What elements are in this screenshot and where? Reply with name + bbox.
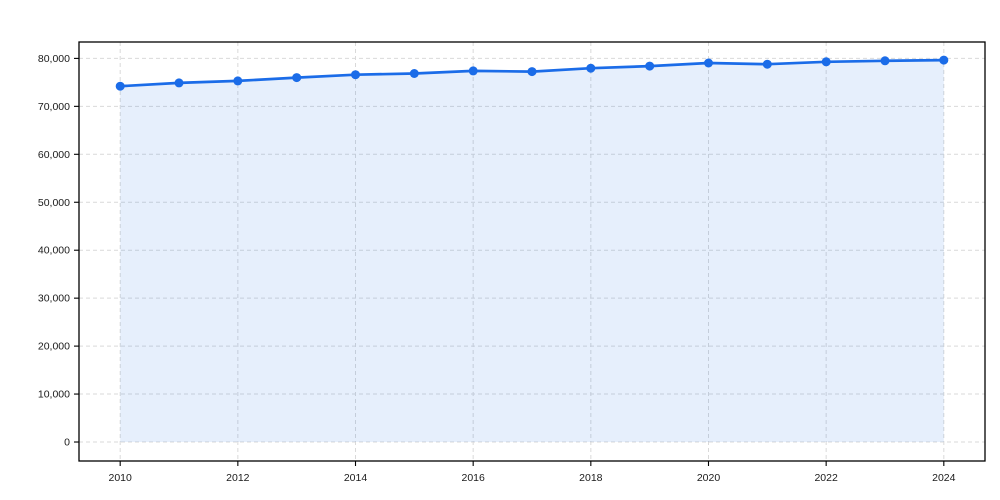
y-tick-label-50000: 50,000 xyxy=(38,197,70,209)
x-tick-label-2022: 2022 xyxy=(814,472,838,484)
y-tick-label-80000: 80,000 xyxy=(38,53,70,65)
data-point-2010 xyxy=(115,81,125,91)
gridlines xyxy=(79,42,985,461)
data-point-2012 xyxy=(233,76,243,86)
y-tick-label-70000: 70,000 xyxy=(38,101,70,113)
data-point-2020 xyxy=(704,58,713,68)
data-point-2017 xyxy=(527,67,537,77)
data-point-markers xyxy=(115,55,949,91)
data-point-2018 xyxy=(586,63,596,73)
y-tick-label-30000: 30,000 xyxy=(38,293,70,305)
x-tick-label-2024: 2024 xyxy=(932,472,956,484)
data-point-2015 xyxy=(409,69,419,78)
y-tick-label-60000: 60,000 xyxy=(38,149,70,161)
y-tick-label-20000: 20,000 xyxy=(38,341,70,353)
series-area-fill xyxy=(120,60,944,442)
data-point-2016 xyxy=(468,66,478,76)
y-axis-tick-labels: 0 10,000 20,000 30,000 40,000 50,000 60,000 70,… xyxy=(38,53,70,449)
x-tick-label-2010: 2010 xyxy=(109,472,133,484)
x-axis-tick-labels: 2010 2012 2014 2016 2018 2020 2022 2024 xyxy=(109,472,956,484)
y-tick-label-40000: 40,000 xyxy=(38,245,70,257)
plot-border xyxy=(78,41,986,462)
plot-background xyxy=(79,42,985,461)
data-point-2014 xyxy=(351,70,360,80)
data-point-2024 xyxy=(939,55,949,65)
data-point-2022 xyxy=(821,57,831,67)
y-tick-label-10000: 10,000 xyxy=(38,389,70,401)
x-tick-label-2018: 2018 xyxy=(579,472,603,484)
x-tick-label-2014: 2014 xyxy=(344,472,368,484)
data-point-2011 xyxy=(174,78,184,88)
x-tick-label-2020: 2020 xyxy=(697,472,721,484)
axis-ticks xyxy=(74,57,945,466)
x-tick-label-2012: 2012 xyxy=(226,472,250,484)
data-point-2021 xyxy=(762,59,772,69)
x-tick-label-2016: 2016 xyxy=(461,472,485,484)
data-point-2023 xyxy=(880,56,890,66)
data-point-2019 xyxy=(645,61,655,71)
y-tick-label-0: 0 xyxy=(64,437,70,449)
data-point-2013 xyxy=(292,73,302,83)
